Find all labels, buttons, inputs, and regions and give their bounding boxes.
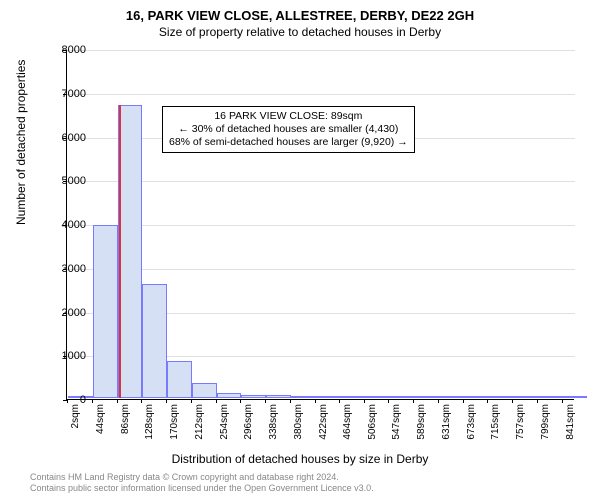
- histogram-bar: [389, 396, 414, 398]
- xtick-mark: [216, 399, 217, 403]
- xtick-label: 757sqm: [515, 404, 526, 440]
- xtick-label: 296sqm: [243, 404, 254, 440]
- xtick-mark: [265, 399, 266, 403]
- annotation-line2: ← 30% of detached houses are smaller (4,…: [169, 123, 408, 136]
- xtick-mark: [388, 399, 389, 403]
- xtick-mark: [290, 399, 291, 403]
- xtick-mark: [191, 399, 192, 403]
- histogram-bar: [241, 395, 266, 399]
- histogram-bar: [142, 284, 167, 398]
- annotation-line3: 68% of semi-detached houses are larger (…: [169, 136, 408, 149]
- histogram-bar: [192, 383, 217, 398]
- property-marker-line: [119, 105, 121, 398]
- histogram-bar: [563, 396, 588, 398]
- xtick-label: 673sqm: [466, 404, 477, 440]
- xtick-label: 506sqm: [367, 404, 378, 440]
- xtick-mark: [438, 399, 439, 403]
- histogram-bar: [316, 396, 341, 398]
- xtick-mark: [413, 399, 414, 403]
- xtick-mark: [141, 399, 142, 403]
- histogram-bar: [340, 396, 365, 398]
- xtick-mark: [339, 399, 340, 403]
- xtick-label: 380sqm: [293, 404, 304, 440]
- histogram-bar: [217, 393, 242, 398]
- ytick-label: 4000: [46, 219, 86, 231]
- ytick-label: 2000: [46, 307, 86, 319]
- histogram-bar: [414, 396, 439, 398]
- footer-line2: Contains public sector information licen…: [30, 483, 374, 494]
- ytick-label: 8000: [46, 44, 86, 56]
- xtick-mark: [537, 399, 538, 403]
- gridline: [67, 94, 575, 95]
- xtick-label: 547sqm: [391, 404, 402, 440]
- annotation-line1: 16 PARK VIEW CLOSE: 89sqm: [169, 110, 408, 123]
- xtick-mark: [166, 399, 167, 403]
- xtick-label: 464sqm: [342, 404, 353, 440]
- xtick-label: 170sqm: [169, 404, 180, 440]
- xtick-mark: [240, 399, 241, 403]
- xtick-label: 715sqm: [490, 404, 501, 440]
- histogram-bar: [513, 396, 538, 398]
- xtick-mark: [463, 399, 464, 403]
- xtick-mark: [364, 399, 365, 403]
- ytick-label: 6000: [46, 132, 86, 144]
- chart-container: 16, PARK VIEW CLOSE, ALLESTREE, DERBY, D…: [0, 0, 600, 500]
- xtick-label: 254sqm: [219, 404, 230, 440]
- ytick-label: 5000: [46, 175, 86, 187]
- xtick-label: 44sqm: [95, 404, 106, 434]
- xtick-mark: [117, 399, 118, 403]
- ytick-label: 3000: [46, 263, 86, 275]
- xtick-label: 799sqm: [540, 404, 551, 440]
- xtick-label: 589sqm: [416, 404, 427, 440]
- footer-line1: Contains HM Land Registry data © Crown c…: [30, 472, 374, 483]
- ytick-label: 7000: [46, 88, 86, 100]
- gridline: [67, 50, 575, 51]
- ytick-label: 0: [46, 394, 86, 406]
- histogram-bar: [439, 396, 464, 398]
- xtick-label: 128sqm: [144, 404, 155, 440]
- y-axis-label: Number of detached properties: [14, 60, 28, 225]
- plot-area: [66, 50, 574, 400]
- annotation-box: 16 PARK VIEW CLOSE: 89sqm ← 30% of detac…: [162, 106, 415, 153]
- xtick-mark: [562, 399, 563, 403]
- gridline: [67, 269, 575, 270]
- xtick-label: 338sqm: [268, 404, 279, 440]
- chart-title-sub: Size of property relative to detached ho…: [0, 23, 600, 39]
- histogram-bar: [365, 396, 390, 398]
- footer: Contains HM Land Registry data © Crown c…: [30, 472, 374, 494]
- xtick-label: 631sqm: [441, 404, 452, 440]
- ytick-label: 1000: [46, 350, 86, 362]
- histogram-bar: [538, 396, 563, 398]
- chart-area: 16 PARK VIEW CLOSE: 89sqm ← 30% of detac…: [66, 50, 574, 400]
- xtick-label: 212sqm: [194, 404, 205, 440]
- histogram-bar: [488, 396, 513, 398]
- xtick-label: 422sqm: [318, 404, 329, 440]
- chart-title-main: 16, PARK VIEW CLOSE, ALLESTREE, DERBY, D…: [0, 0, 600, 23]
- histogram-bar: [167, 361, 192, 398]
- xtick-mark: [487, 399, 488, 403]
- histogram-bar: [93, 225, 118, 398]
- gridline: [67, 225, 575, 226]
- xtick-mark: [315, 399, 316, 403]
- histogram-bar: [464, 396, 489, 398]
- xtick-label: 2sqm: [70, 404, 81, 428]
- xtick-mark: [512, 399, 513, 403]
- histogram-bar: [291, 396, 316, 398]
- xtick-mark: [92, 399, 93, 403]
- x-axis-label: Distribution of detached houses by size …: [0, 452, 600, 466]
- histogram-bar: [266, 395, 291, 398]
- gridline: [67, 181, 575, 182]
- xtick-label: 841sqm: [565, 404, 576, 440]
- xtick-label: 86sqm: [120, 404, 131, 434]
